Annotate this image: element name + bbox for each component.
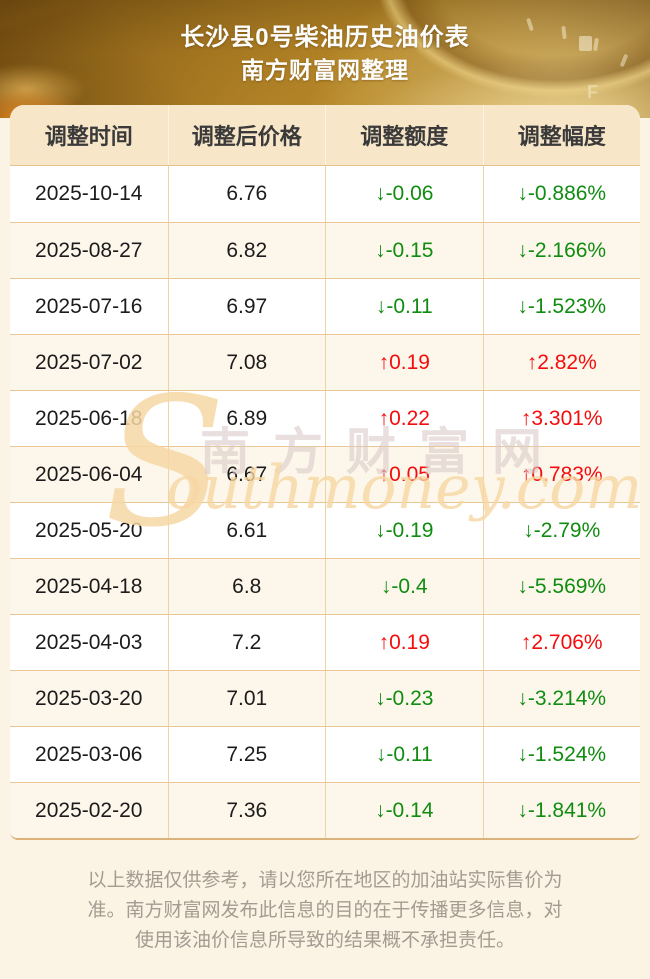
table-row: 2025-06-04 6.67 ↑0.05 ↑0.783% <box>10 446 640 502</box>
cell-change: ↑0.19 <box>325 615 483 670</box>
column-header-change: 调整额度 <box>325 105 483 165</box>
cell-price: 6.61 <box>167 503 326 558</box>
cell-price: 6.8 <box>167 559 326 614</box>
cell-date: 2025-07-16 <box>35 294 143 318</box>
cell-date: 2025-02-20 <box>35 798 143 822</box>
cell-percent: ↓-1.523% <box>482 279 641 334</box>
table-row: 2025-07-16 6.97 ↓-0.11 ↓-1.523% <box>10 278 640 334</box>
table-row: 2025-03-20 7.01 ↓-0.23 ↓-3.214% <box>10 670 640 726</box>
column-header-price: 调整后价格 <box>167 105 326 165</box>
cell-price: 7.08 <box>167 335 326 390</box>
table-header-row: 调整时间 调整后价格 调整额度 调整幅度 <box>10 105 640 166</box>
cell-price: 6.97 <box>167 279 326 334</box>
cell-change: ↓-0.06 <box>325 166 483 222</box>
page-subtitle: 南方财富网整理 <box>241 57 409 83</box>
cell-date: 2025-03-20 <box>35 686 143 710</box>
cell-percent: ↑3.301% <box>482 391 641 446</box>
table-row: 2025-06-18 6.89 ↑0.22 ↑3.301% <box>10 390 640 446</box>
cell-price: 7.25 <box>167 727 326 782</box>
cell-price: 6.89 <box>167 391 326 446</box>
cell-price: 7.01 <box>167 671 326 726</box>
cell-percent: ↑2.82% <box>482 335 641 390</box>
table-row: 2025-05-20 6.61 ↓-0.19 ↓-2.79% <box>10 502 640 558</box>
table-row: 2025-07-02 7.08 ↑0.19 ↑2.82% <box>10 334 640 390</box>
table-row: 2025-04-18 6.8 ↓-0.4 ↓-5.569% <box>10 558 640 614</box>
cell-price: 6.67 <box>167 447 326 502</box>
cell-date: 2025-07-02 <box>35 350 143 374</box>
cell-change: ↑0.19 <box>325 335 483 390</box>
cell-change: ↑0.22 <box>325 391 483 446</box>
cell-date: 2025-06-04 <box>35 462 143 486</box>
table-row: 2025-02-20 7.36 ↓-0.14 ↓-1.841% <box>10 782 640 838</box>
cell-change: ↓-0.11 <box>325 279 483 334</box>
banner: F 长沙县0号柴油历史油价表 南方财富网整理 <box>0 0 650 118</box>
cell-price: 6.76 <box>167 166 326 222</box>
cell-date: 2025-04-03 <box>35 630 143 654</box>
cell-date: 2025-03-06 <box>35 742 143 766</box>
cell-percent: ↓-1.841% <box>482 783 641 838</box>
page-title: 长沙县0号柴油历史油价表 <box>180 24 470 51</box>
cell-change: ↓-0.15 <box>325 223 483 278</box>
table-body: 2025-10-14 6.76 ↓-0.06 ↓-0.886% 2025-08-27 6.… <box>10 166 640 838</box>
cell-change: ↓-0.4 <box>325 559 483 614</box>
cell-percent: ↓-5.569% <box>482 559 641 614</box>
cell-change: ↓-0.11 <box>325 727 483 782</box>
column-header-percent: 调整幅度 <box>482 105 641 165</box>
disclaimer-text: 以上数据仅供参考，请以您所在地区的加油站实际售价为准。南方财富网发布此信息的目的… <box>87 870 563 951</box>
table-row: 2025-03-06 7.25 ↓-0.11 ↓-1.524% <box>10 726 640 782</box>
cell-date: 2025-05-20 <box>35 518 143 542</box>
cell-percent: ↓-2.166% <box>482 223 641 278</box>
cell-percent: ↑0.783% <box>482 447 641 502</box>
table-row: 2025-10-14 6.76 ↓-0.06 ↓-0.886% <box>10 166 640 222</box>
cell-percent: ↓-1.524% <box>482 727 641 782</box>
cell-price: 6.82 <box>167 223 326 278</box>
column-header-date: 调整时间 <box>44 124 133 149</box>
cell-percent: ↓-3.214% <box>482 671 641 726</box>
cell-date: 2025-06-18 <box>35 406 143 430</box>
cell-date: 2025-04-18 <box>35 574 143 598</box>
cell-price: 7.2 <box>167 615 326 670</box>
cell-date: 2025-08-27 <box>35 238 143 262</box>
cell-percent: ↓-0.886% <box>482 166 641 222</box>
table-row: 2025-08-27 6.82 ↓-0.15 ↓-2.166% <box>10 222 640 278</box>
cell-change: ↓-0.19 <box>325 503 483 558</box>
cell-change: ↓-0.14 <box>325 783 483 838</box>
cell-change: ↓-0.23 <box>325 671 483 726</box>
cell-price: 7.36 <box>167 783 326 838</box>
table-row: 2025-04-03 7.2 ↑0.19 ↑2.706% <box>10 614 640 670</box>
cell-percent: ↑2.706% <box>482 615 641 670</box>
price-table: 调整时间 调整后价格 调整额度 调整幅度 2025-10-14 6.76 ↓-0.0… <box>10 105 640 840</box>
cell-percent: ↓-2.79% <box>482 503 641 558</box>
cell-date: 2025-10-14 <box>35 182 143 205</box>
cell-change: ↑0.05 <box>325 447 483 502</box>
